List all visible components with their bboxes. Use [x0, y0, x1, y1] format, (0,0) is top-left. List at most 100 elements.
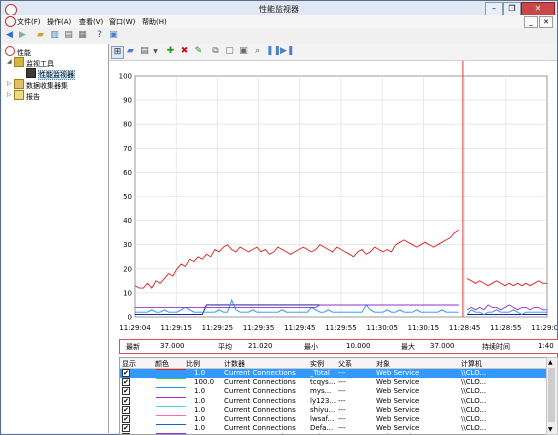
table-row[interactable]: ✔ 1.0 Current Connections Sub_... --- Web Ser… [120, 433, 547, 434]
column-header-show[interactable]: 显示 [122, 360, 136, 368]
show-checkbox[interactable]: ✔ [122, 378, 130, 387]
color-swatch [156, 433, 186, 434]
properties-icon[interactable]: ▣ [239, 46, 248, 56]
cell-object: Web Service [376, 387, 420, 396]
tree-item-data-collector-sets[interactable]: 数据收集器集 [14, 79, 68, 91]
color-swatch [156, 405, 186, 407]
scroll-down-icon[interactable]: ▼ [548, 426, 553, 433]
menu-window[interactable]: 窗口(W) [109, 18, 136, 26]
last-value: 37.000 [160, 342, 185, 350]
scroll-thumb[interactable] [548, 368, 555, 422]
y-tick-label: 50 [123, 193, 132, 201]
column-header-counter[interactable]: 计数器 [224, 360, 245, 368]
cell-object: Web Service [376, 378, 420, 387]
table-row[interactable]: ✔ 1.0 Current Connections ly123... --- Web Se… [120, 396, 547, 406]
menu-view[interactable]: 查看(V) [79, 18, 104, 26]
report-icon [14, 90, 24, 100]
show-checkbox[interactable]: ✔ [122, 405, 130, 414]
series-line-2 [135, 298, 547, 316]
view-data-icon[interactable]: ▰ [127, 46, 134, 56]
export-icon[interactable]: ▦ [78, 30, 87, 40]
scroll-up-icon[interactable]: ▲ [548, 359, 553, 366]
zoom-icon[interactable]: ⌕ [254, 46, 261, 56]
tree-item-performance-monitor[interactable]: 性能监视器 [26, 68, 75, 80]
tree-item-monitoring-tools[interactable]: 监视工具 [14, 57, 54, 69]
system-menu-icon[interactable] [5, 16, 16, 27]
cell-counter: Current Connections [224, 396, 296, 405]
change-graph-type-icon[interactable]: ▤ [140, 46, 149, 56]
table-row[interactable]: ✔ 1.0 Current Connections mys... --- Web Serv… [120, 387, 547, 396]
tree-item-label: 报告 [26, 93, 40, 101]
cell-object: Web Service [376, 415, 420, 423]
cell-parent: --- [338, 396, 346, 405]
cell-computer: \\CLO... [461, 415, 487, 423]
table-header: 显示 颜色 比例 计数器 实例 父系 对象 计算机 [120, 358, 547, 369]
graph-type-dropdown-icon[interactable]: ▼ [153, 48, 158, 55]
cell-parent: --- [338, 424, 346, 433]
add-counter-icon[interactable]: ✚ [166, 46, 175, 56]
table-row[interactable]: ✔ 1.0 Current Connections Defa... --- Web Ser… [120, 424, 547, 433]
minimize-button[interactable]: – [485, 2, 503, 16]
table-row[interactable]: ✔ 100.0 Current Connections tcqys... --- Web … [120, 378, 547, 387]
cell-counter: Current Connections [224, 387, 296, 396]
perfmon-icon [5, 46, 15, 56]
table-row[interactable]: ✔ 1.0 Current Connections shiyu... --- Web Se… [120, 405, 547, 415]
menu-help[interactable]: 帮助(H) [142, 18, 167, 26]
freeze-display-icon[interactable]: ❚❚ [266, 46, 282, 56]
monitor-icon [26, 68, 36, 78]
x-tick-label: 11:29:45 [284, 324, 315, 332]
y-tick-label: 90 [123, 97, 132, 105]
cell-scale: 1.0 [194, 369, 206, 377]
table-row[interactable]: ✔ 1.0 Current Connections _Total --- Web Serv… [120, 369, 547, 378]
column-header-parent[interactable]: 父系 [338, 360, 352, 368]
console-icon[interactable]: ▣ [109, 30, 118, 40]
show-checkbox[interactable]: ✔ [122, 424, 130, 433]
tree-item-label: 数据收集器集 [26, 82, 68, 90]
column-header-color[interactable]: 颜色 [155, 360, 169, 368]
back-icon[interactable]: ◀ [6, 30, 13, 40]
column-header-scale[interactable]: 比例 [186, 360, 200, 368]
duration-value: 1:40 [538, 342, 554, 350]
show-tree-icon[interactable]: ▥ [50, 30, 59, 40]
help-icon[interactable]: ? [97, 30, 102, 40]
show-checkbox[interactable]: ✔ [122, 396, 130, 405]
show-checkbox[interactable]: ✔ [122, 415, 130, 423]
tree-item-reports[interactable]: 报告 [14, 90, 40, 102]
show-checkbox[interactable]: ✔ [122, 387, 130, 396]
maximize-button[interactable]: ❐ [503, 2, 521, 16]
close-button[interactable]: ✕ [521, 2, 555, 16]
menu-action[interactable]: 操作(A) [47, 18, 72, 26]
table-vertical-scrollbar[interactable]: ▲ ▼ [546, 357, 558, 435]
cell-instance: shiyu... [310, 405, 336, 414]
y-tick-label: 0 [128, 314, 132, 322]
expand-arrow-icon[interactable]: ▷ [7, 80, 12, 87]
menu-file[interactable]: 文件(F) [17, 18, 41, 26]
y-tick-label: 30 [123, 241, 132, 249]
copy-properties-icon[interactable]: ⧉ [212, 46, 219, 56]
cell-parent: --- [338, 378, 346, 387]
view-graph-icon[interactable]: ⊞ [111, 46, 124, 59]
cell-instance: Defa... [310, 424, 334, 433]
forward-icon[interactable]: ▶ [19, 30, 26, 40]
show-checkbox[interactable]: ✔ [122, 369, 130, 377]
column-header-object[interactable]: 对象 [376, 360, 390, 368]
paste-counter-list-icon[interactable]: ▢ [225, 46, 234, 56]
mdi-minimize-button[interactable]: _ [524, 16, 538, 28]
properties-icon[interactable]: ▤ [64, 30, 73, 40]
tree-item-performance[interactable]: 性能 [5, 46, 31, 58]
highlight-icon[interactable]: ✎ [194, 46, 203, 56]
column-header-computer[interactable]: 计算机 [461, 360, 482, 368]
show-checkbox[interactable]: ✔ [122, 433, 130, 434]
navigation-tree: 性能 ◢ 监视工具 性能监视器 ▷ 数据收集器集 ▷ 报告 [2, 44, 109, 433]
expand-arrow-icon[interactable]: ▷ [7, 91, 12, 98]
maximum-value: 37.000 [430, 342, 455, 350]
cell-computer: \\CLO... [461, 424, 487, 433]
delete-counter-icon[interactable]: ✖ [180, 46, 189, 56]
mdi-close-button[interactable]: ✕ [539, 16, 553, 28]
collapse-arrow-icon[interactable]: ◢ [7, 58, 12, 65]
duration-label: 持续时间 [482, 343, 510, 351]
table-row[interactable]: ✔ 1.0 Current Connections lwsaf... --- Web Se… [120, 415, 547, 424]
column-header-instance[interactable]: 实例 [310, 360, 324, 368]
up-folder-icon[interactable]: ▰ [37, 30, 44, 40]
update-data-icon[interactable]: ▶❚ [280, 46, 295, 56]
